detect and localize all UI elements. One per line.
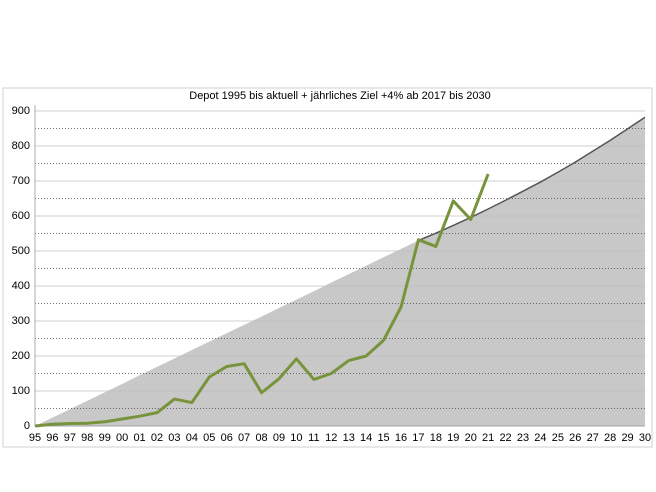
x-tick-label: 99 <box>99 432 111 444</box>
y-tick-label: 300 <box>12 315 30 327</box>
x-tick-label: 22 <box>499 432 511 444</box>
x-tick-label: 29 <box>621 432 633 444</box>
x-tick-label: 05 <box>203 432 215 444</box>
y-tick-label: 0 <box>24 420 30 432</box>
x-tick-label: 28 <box>604 432 616 444</box>
target-area <box>35 117 645 427</box>
x-tick-label: 16 <box>395 432 407 444</box>
x-tick-label: 01 <box>133 432 145 444</box>
x-tick-label: 23 <box>517 432 529 444</box>
x-tick-label: 11 <box>308 432 319 444</box>
x-tick-label: 14 <box>360 432 372 444</box>
x-tick-label: 07 <box>238 432 250 444</box>
x-tick-label: 96 <box>46 432 58 444</box>
x-tick-label: 98 <box>81 432 93 444</box>
x-tick-label: 26 <box>569 432 581 444</box>
x-tick-label: 10 <box>290 432 302 444</box>
x-tick-label: 17 <box>412 432 424 444</box>
x-tick-label: 03 <box>168 432 180 444</box>
x-tick-label: 20 <box>465 432 477 444</box>
x-tick-label: 95 <box>29 432 41 444</box>
y-tick-label: 400 <box>12 280 30 292</box>
x-tick-label: 02 <box>151 432 163 444</box>
x-tick-label: 06 <box>221 432 233 444</box>
y-tick-label: 200 <box>12 350 30 362</box>
x-tick-label: 24 <box>534 432 546 444</box>
x-tick-label: 09 <box>273 432 285 444</box>
x-tick-label: 19 <box>447 432 459 444</box>
y-tick-label: 700 <box>12 175 30 187</box>
x-tick-label: 04 <box>186 432 198 444</box>
y-tick-label: 100 <box>12 385 30 397</box>
x-tick-label: 08 <box>255 432 267 444</box>
chart-title: Depot 1995 bis aktuell + jährliches Ziel… <box>189 90 490 102</box>
x-tick-label: 12 <box>325 432 337 444</box>
x-tick-label: 15 <box>377 432 389 444</box>
x-tick-label: 00 <box>116 432 128 444</box>
x-tick-label: 13 <box>343 432 355 444</box>
series-line <box>418 116 646 242</box>
x-tick-label: 21 <box>482 432 494 444</box>
x-tick-label: 30 <box>639 432 651 444</box>
x-tick-label: 18 <box>430 432 442 444</box>
y-tick-label: 900 <box>12 105 30 117</box>
x-tick-label: 25 <box>552 432 564 444</box>
y-tick-label: 800 <box>12 140 30 152</box>
x-tick-label: 27 <box>587 432 599 444</box>
y-tick-label: 500 <box>12 245 30 257</box>
x-tick-label: 97 <box>64 432 76 444</box>
y-tick-label: 600 <box>12 210 30 222</box>
series-line <box>34 173 490 428</box>
